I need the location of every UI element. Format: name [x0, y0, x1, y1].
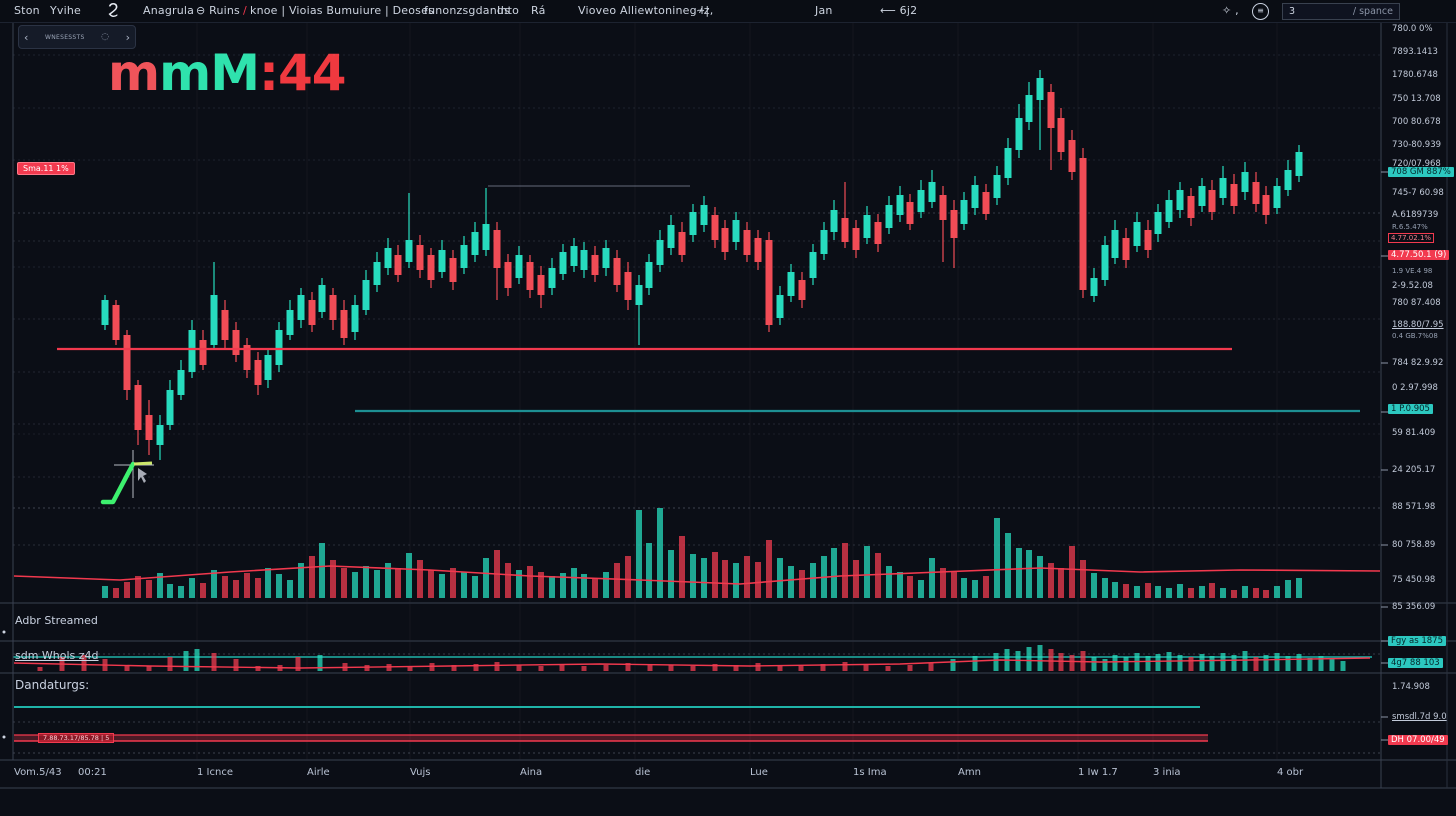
trendline-drawing[interactable]: [100, 450, 154, 505]
band-level-badge[interactable]: 7.88.73.17/85.78 | 5: [38, 733, 115, 743]
price-label: 85 356.09: [1392, 602, 1436, 612]
balance-input[interactable]: 3 / spance: [1282, 3, 1400, 20]
menubar-item[interactable]: Into: [497, 4, 520, 17]
price-label: 700 80.678: [1392, 117, 1441, 127]
price-label: 745-7 60.98: [1392, 188, 1444, 198]
watermark-part: m: [159, 44, 211, 102]
watermark-part: 44: [277, 44, 347, 102]
price-label: 7893.1413: [1392, 47, 1438, 57]
price-label-current: 1 P.0.905: [1388, 404, 1433, 414]
menubar-item[interactable]: Vioveo Alliewtonineg lz,: [578, 4, 714, 17]
watermark-part: m: [108, 44, 160, 102]
price-label: 1.9 VE.4 98: [1392, 267, 1433, 275]
time-label: 00:21: [78, 767, 107, 778]
price-label: 80 758.89: [1392, 540, 1436, 550]
indicator-label-1[interactable]: Adbr Streamed: [15, 614, 98, 627]
top-menubar: Ϩ ≡ 3 / spance Ston Yvihe Anagrula ⊖ Ruins /…: [0, 0, 1456, 23]
price-label: 88 571.98: [1392, 502, 1436, 512]
price-label-alert: 4.77.50.1 (9): [1388, 250, 1450, 260]
time-label: Vujs: [410, 767, 431, 778]
menubar-item[interactable]: Jan: [815, 4, 833, 17]
balance-value: 3: [1289, 6, 1296, 17]
time-label: 4 obr: [1277, 767, 1304, 778]
price-label: 4.77.02.1%: [1388, 233, 1435, 243]
price-label: 0.4 GB.7%08: [1392, 332, 1438, 340]
symbol-watermark: mmM:44: [108, 48, 347, 98]
next-arrow-icon[interactable]: ›: [125, 30, 130, 44]
time-label: Amn: [958, 767, 981, 778]
price-label: 24 205.17: [1392, 465, 1436, 475]
price-label: 188.80/7.95: [1392, 320, 1444, 330]
volume-bars: [102, 508, 1302, 598]
price-label: 1780.6748: [1392, 70, 1438, 80]
cursor-arrow-icon: [138, 468, 147, 483]
red-band: [14, 734, 1208, 742]
menubar-item[interactable]: ✧ ,: [1222, 4, 1239, 17]
price-label-current: 4g7 88 103: [1388, 658, 1443, 668]
menubar-item[interactable]: funonzsgdands: [424, 4, 511, 17]
menubar-item[interactable]: ≁|: [696, 4, 710, 17]
alert-flag-badge[interactable]: Sma.11 1%: [17, 162, 75, 175]
price-label: smsdl.7d 9.0: [1392, 712, 1447, 722]
price-label: 784 82.9.92: [1392, 358, 1444, 368]
time-label: Airle: [307, 767, 330, 778]
symbol-name: WNESESSTS: [44, 33, 85, 41]
price-label: 730-80.939: [1392, 140, 1442, 150]
time-label: Vom.5/43: [14, 767, 62, 778]
balance-suffix: / spance: [1352, 6, 1393, 17]
candles: [101, 70, 1303, 460]
price-label: 780.0 0%: [1392, 24, 1433, 34]
price-label-current: 708 GM 887%: [1388, 167, 1454, 177]
menubar-item[interactable]: Yvihe: [50, 4, 82, 17]
menubar-item[interactable]: knoe | Vioias Bumuiure | Deoses: [250, 4, 435, 17]
menubar-item[interactable]: Rá: [531, 4, 546, 17]
time-label: die: [635, 767, 651, 778]
menubar-item[interactable]: /: [243, 4, 247, 17]
menubar-item[interactable]: ⟵ 6j2: [880, 4, 918, 17]
indicator-label-2[interactable]: sdm Whols z4d: [15, 649, 99, 662]
price-label-alert: DH 07.00/49: [1388, 735, 1448, 745]
price-label: 2-9.52.08: [1392, 281, 1433, 291]
gridlines: [13, 22, 1381, 760]
price-label: R.6.5.47%: [1392, 223, 1428, 231]
prev-arrow-icon[interactable]: ‹: [24, 30, 29, 44]
time-label: Lue: [750, 767, 768, 778]
price-label: 0 2.97.998: [1392, 383, 1438, 393]
frame: [0, 22, 1456, 789]
price-label: 720/07.968: [1392, 159, 1441, 169]
camera-icon[interactable]: ≡: [1252, 3, 1269, 20]
menubar-item[interactable]: ⊖ Ruins: [196, 4, 240, 17]
price-label-current: Fgy as 1875: [1388, 636, 1446, 646]
watermark-part: :: [258, 44, 279, 102]
price-label: A.6189739: [1392, 210, 1439, 220]
time-label: 1 Icnce: [197, 767, 233, 778]
menubar-item[interactable]: Anagrula: [143, 4, 195, 17]
price-label: 59 81.409: [1392, 428, 1436, 438]
time-label: 1s Ima: [853, 767, 887, 778]
price-label: 780 87.408: [1392, 298, 1441, 308]
search-icon[interactable]: ◌: [101, 32, 109, 42]
menubar-item[interactable]: Ston: [14, 4, 40, 17]
symbol-stepper[interactable]: ‹ WNESESSTS ◌ ›: [18, 25, 136, 49]
price-label: 1.74.908: [1392, 682, 1430, 692]
time-label: 3 inia: [1153, 767, 1181, 778]
logo-icon[interactable]: Ϩ: [108, 0, 119, 18]
oscillator-pane: [13, 645, 1372, 671]
price-label: 750 13.708: [1392, 94, 1441, 104]
indicator-label-3[interactable]: Dandaturgs:: [15, 678, 90, 692]
time-label: Aina: [520, 767, 543, 778]
time-label: 1 Iw 1.7: [1078, 767, 1118, 778]
watermark-part: M: [210, 44, 260, 102]
volume-ma-line: [13, 565, 1381, 585]
price-label: 75 450.98: [1392, 575, 1436, 585]
